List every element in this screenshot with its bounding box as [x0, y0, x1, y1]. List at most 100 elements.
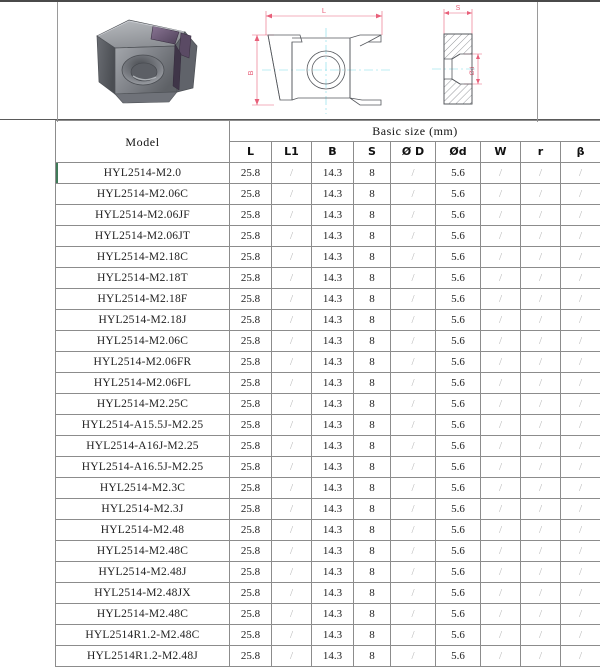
- cell-model: HYL2514-M2.3J: [56, 499, 230, 520]
- cell-model: HYL2514-M2.06JF: [56, 205, 230, 226]
- cell-od-major: /: [391, 478, 436, 499]
- cell-s: 8: [354, 352, 391, 373]
- cell-r: /: [521, 394, 561, 415]
- cell-w: /: [481, 226, 521, 247]
- cell-w: /: [481, 247, 521, 268]
- cell-b: 14.3: [312, 247, 354, 268]
- cell-beta: /: [561, 562, 600, 583]
- cell-s: 8: [354, 268, 391, 289]
- cell-r: /: [521, 373, 561, 394]
- cell-r: /: [521, 520, 561, 541]
- cell-r: /: [521, 247, 561, 268]
- cell-r: /: [521, 478, 561, 499]
- cell-beta: /: [561, 205, 600, 226]
- cell-od-major: /: [391, 415, 436, 436]
- cell-l1: /: [272, 331, 312, 352]
- cell-r: /: [521, 562, 561, 583]
- cell-s: 8: [354, 310, 391, 331]
- column-header-model: Model: [56, 121, 230, 163]
- cell-r: /: [521, 268, 561, 289]
- cell-s: 8: [354, 373, 391, 394]
- cell-r: /: [521, 163, 561, 184]
- insert-3d-render: [57, 2, 217, 122]
- cell-b: 14.3: [312, 583, 354, 604]
- cell-od-major: /: [391, 247, 436, 268]
- specification-table: Model Basic size (mm) screw L L1 B S Ø D…: [55, 120, 600, 667]
- cell-s: 8: [354, 205, 391, 226]
- cell-b: 14.3: [312, 226, 354, 247]
- cell-l1: /: [272, 583, 312, 604]
- cell-beta: /: [561, 289, 600, 310]
- table-row[interactable]: HYL2514-M2.025.8/14.38/5.6///M5.0: [56, 163, 600, 184]
- cell-od-minor: 5.6: [436, 205, 481, 226]
- cell-od-minor: 5.6: [436, 373, 481, 394]
- column-header-l1: L1: [272, 142, 312, 163]
- cell-od-minor: 5.6: [436, 520, 481, 541]
- cell-l: 25.8: [230, 625, 272, 646]
- cell-od-major: /: [391, 331, 436, 352]
- cell-r: /: [521, 184, 561, 205]
- cell-od-major: /: [391, 163, 436, 184]
- cell-l: 25.8: [230, 394, 272, 415]
- cell-od-minor: 5.6: [436, 499, 481, 520]
- cell-beta: /: [561, 226, 600, 247]
- cell-model: HYL2514-M2.48J: [56, 562, 230, 583]
- cell-b: 14.3: [312, 163, 354, 184]
- cell-b: 14.3: [312, 436, 354, 457]
- cell-l: 25.8: [230, 436, 272, 457]
- cell-l: 25.8: [230, 499, 272, 520]
- cell-b: 14.3: [312, 478, 354, 499]
- cell-od-minor: 5.6: [436, 415, 481, 436]
- cell-od-minor: 5.6: [436, 457, 481, 478]
- cell-l1: /: [272, 289, 312, 310]
- cell-model: HYL2514-M2.3C: [56, 478, 230, 499]
- cell-b: 14.3: [312, 541, 354, 562]
- cell-od-minor: 5.6: [436, 226, 481, 247]
- cell-w: /: [481, 352, 521, 373]
- cell-l1: /: [272, 184, 312, 205]
- cell-beta: /: [561, 625, 600, 646]
- cell-model: HYL2514-M2.06C: [56, 331, 230, 352]
- cell-l1: /: [272, 541, 312, 562]
- cell-l1: /: [272, 394, 312, 415]
- cell-od-major: /: [391, 394, 436, 415]
- cell-beta: /: [561, 478, 600, 499]
- cell-beta: /: [561, 415, 600, 436]
- top-view-drawing: L B: [240, 2, 420, 122]
- cell-r: /: [521, 226, 561, 247]
- cell-s: 8: [354, 625, 391, 646]
- cell-beta: /: [561, 331, 600, 352]
- cell-s: 8: [354, 415, 391, 436]
- cell-r: /: [521, 352, 561, 373]
- header-row-group: Model Basic size (mm) screw: [56, 121, 600, 142]
- cell-l: 25.8: [230, 247, 272, 268]
- cell-od-minor: 5.6: [436, 583, 481, 604]
- cell-od-minor: 5.6: [436, 310, 481, 331]
- cell-l1: /: [272, 205, 312, 226]
- cell-beta: /: [561, 268, 600, 289]
- cell-od-minor: 5.6: [436, 184, 481, 205]
